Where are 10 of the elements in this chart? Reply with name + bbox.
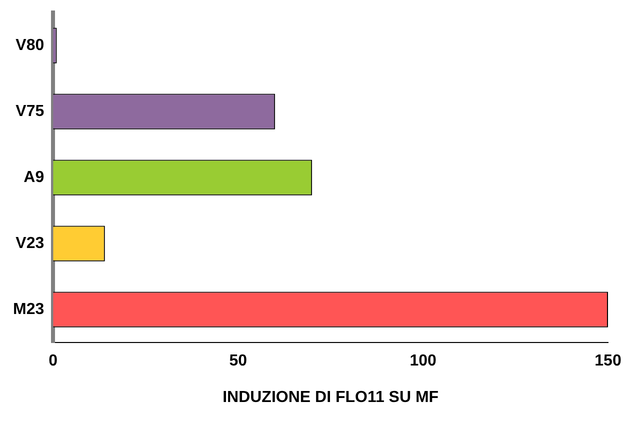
x-tick-label: 150: [594, 352, 622, 370]
x-tick-label: 100: [410, 352, 436, 370]
x-tick-label: 50: [229, 352, 248, 370]
x-tick-label: 0: [48, 352, 58, 370]
y-tick-label: V75: [16, 103, 44, 120]
x-axis-title: INDUZIONE DI FLO11 SU MF: [222, 388, 439, 406]
y-tick-label: A9: [24, 169, 44, 186]
y-tick-label: V23: [16, 235, 44, 252]
y-tick-label: M23: [13, 301, 44, 318]
y-tick-label: V80: [16, 37, 44, 54]
